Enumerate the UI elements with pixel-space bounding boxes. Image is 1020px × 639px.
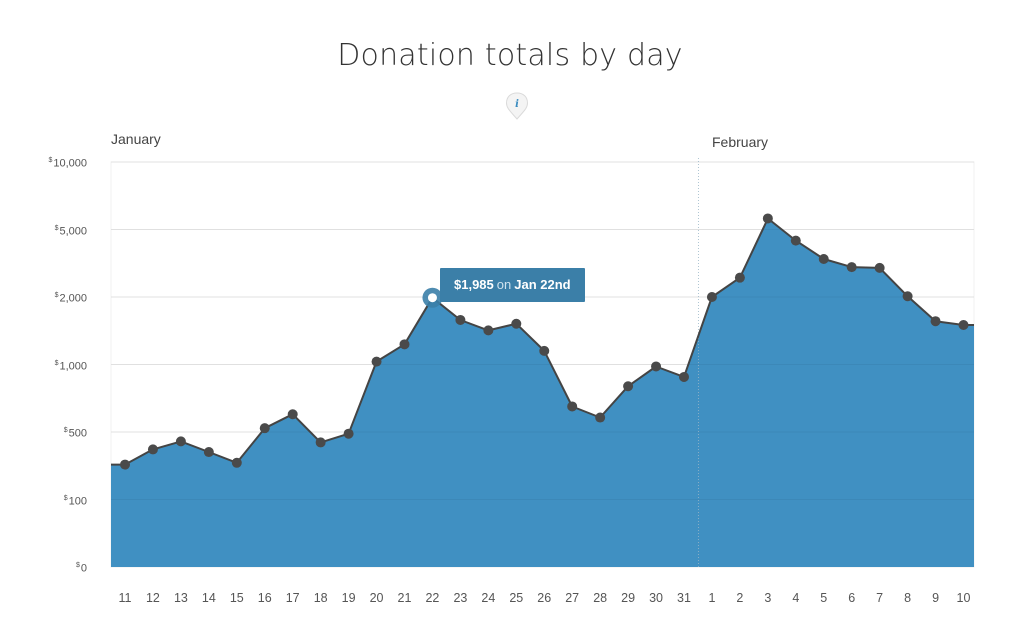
x-tick-label: 12 (146, 591, 160, 605)
data-point (455, 314, 466, 325)
x-tick-label: 1 (708, 591, 715, 605)
data-point (259, 423, 270, 434)
y-tick-label: $500 (63, 427, 87, 440)
data-point (762, 213, 773, 224)
y-tick-label: $2,000 (54, 292, 87, 305)
x-tick-label: 29 (621, 591, 635, 605)
chart-title: Donation totals by day (337, 38, 683, 73)
data-point (147, 444, 158, 455)
data-point (818, 254, 829, 265)
x-tick-label: 19 (342, 591, 356, 605)
info-icon[interactable]: i (505, 92, 529, 120)
y-tick-label: $1,000 (54, 359, 87, 373)
x-tick-label: 31 (677, 591, 691, 605)
data-point (539, 345, 550, 356)
svg-text:i: i (515, 99, 519, 110)
x-tick-label: 2 (736, 591, 743, 605)
x-tick-label: 20 (370, 591, 384, 605)
data-point (930, 316, 941, 327)
x-tick-label: 22 (425, 591, 439, 605)
month-label-january: January (111, 131, 161, 147)
y-tick-label: $10,000 (48, 157, 87, 170)
x-tick-label: 18 (314, 591, 328, 605)
data-point (902, 291, 913, 302)
data-point (175, 436, 186, 447)
month-label-february: February (712, 134, 769, 150)
x-tick-label: 17 (286, 591, 300, 605)
x-tick-label: 14 (202, 591, 216, 605)
x-tick-label: 8 (904, 591, 911, 605)
x-tick-label: 11 (119, 591, 132, 605)
x-tick-label: 28 (593, 591, 607, 605)
x-tick-label: 16 (258, 591, 272, 605)
data-point (958, 320, 969, 331)
data-point (790, 235, 801, 246)
data-point (846, 262, 857, 273)
x-tick-label: 15 (230, 591, 244, 605)
y-tick-label: $100 (63, 494, 87, 508)
data-point (679, 371, 689, 382)
data-point (231, 457, 242, 468)
x-tick-label: 23 (453, 591, 467, 605)
data-point (343, 428, 354, 439)
data-point (511, 318, 522, 329)
x-tick-label: 25 (509, 591, 523, 605)
area-fill (111, 218, 974, 567)
data-point (595, 412, 606, 423)
tooltip-amount: $1,985 (454, 277, 494, 292)
data-point (399, 339, 410, 350)
highlight-point (427, 293, 437, 303)
data-point (483, 325, 494, 336)
data-point (734, 272, 745, 283)
x-tick-label: 5 (820, 591, 827, 605)
x-tick-label: 4 (792, 591, 799, 605)
x-tick-label: 27 (565, 591, 579, 605)
x-tick-label: 24 (481, 591, 495, 605)
data-point (567, 401, 578, 412)
x-tick-label: 3 (764, 591, 771, 605)
data-point (371, 356, 382, 367)
x-tick-label: 10 (957, 591, 971, 605)
tooltip-date: Jan 22nd (514, 277, 571, 292)
data-point (874, 262, 885, 273)
data-point (706, 292, 717, 302)
data-point (623, 381, 634, 392)
x-tick-label: 26 (537, 591, 551, 605)
data-point (315, 437, 326, 448)
data-point (120, 459, 130, 470)
x-tick-label: 21 (398, 591, 412, 605)
data-point (203, 447, 214, 458)
y-tick-label: $0 (75, 562, 87, 575)
x-tick-label: 7 (876, 591, 883, 605)
data-point (651, 361, 662, 372)
x-tick-label: 30 (649, 591, 663, 605)
tooltip-connector: on (496, 277, 512, 292)
data-tooltip: $1,985 on Jan 22nd (440, 268, 585, 302)
y-tick-label: $5,000 (54, 224, 87, 238)
x-tick-label: 6 (848, 591, 855, 605)
data-point (287, 409, 298, 420)
x-tick-label: 9 (932, 591, 939, 605)
x-tick-label: 13 (174, 591, 188, 605)
